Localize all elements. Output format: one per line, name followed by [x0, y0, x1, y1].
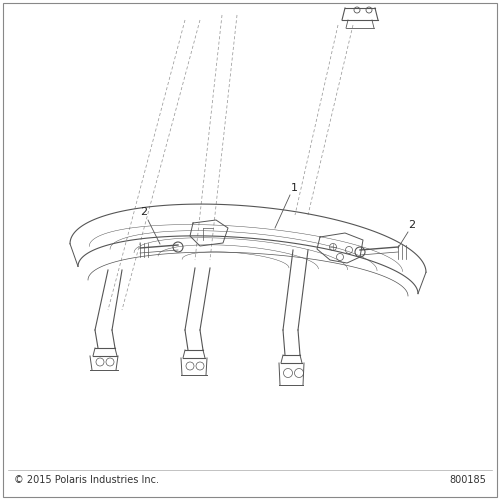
Text: 800185: 800185 [449, 475, 486, 485]
Text: 2: 2 [408, 220, 416, 230]
Text: 1: 1 [290, 183, 298, 193]
Text: © 2015 Polaris Industries Inc.: © 2015 Polaris Industries Inc. [14, 475, 159, 485]
Text: 2: 2 [140, 207, 147, 217]
